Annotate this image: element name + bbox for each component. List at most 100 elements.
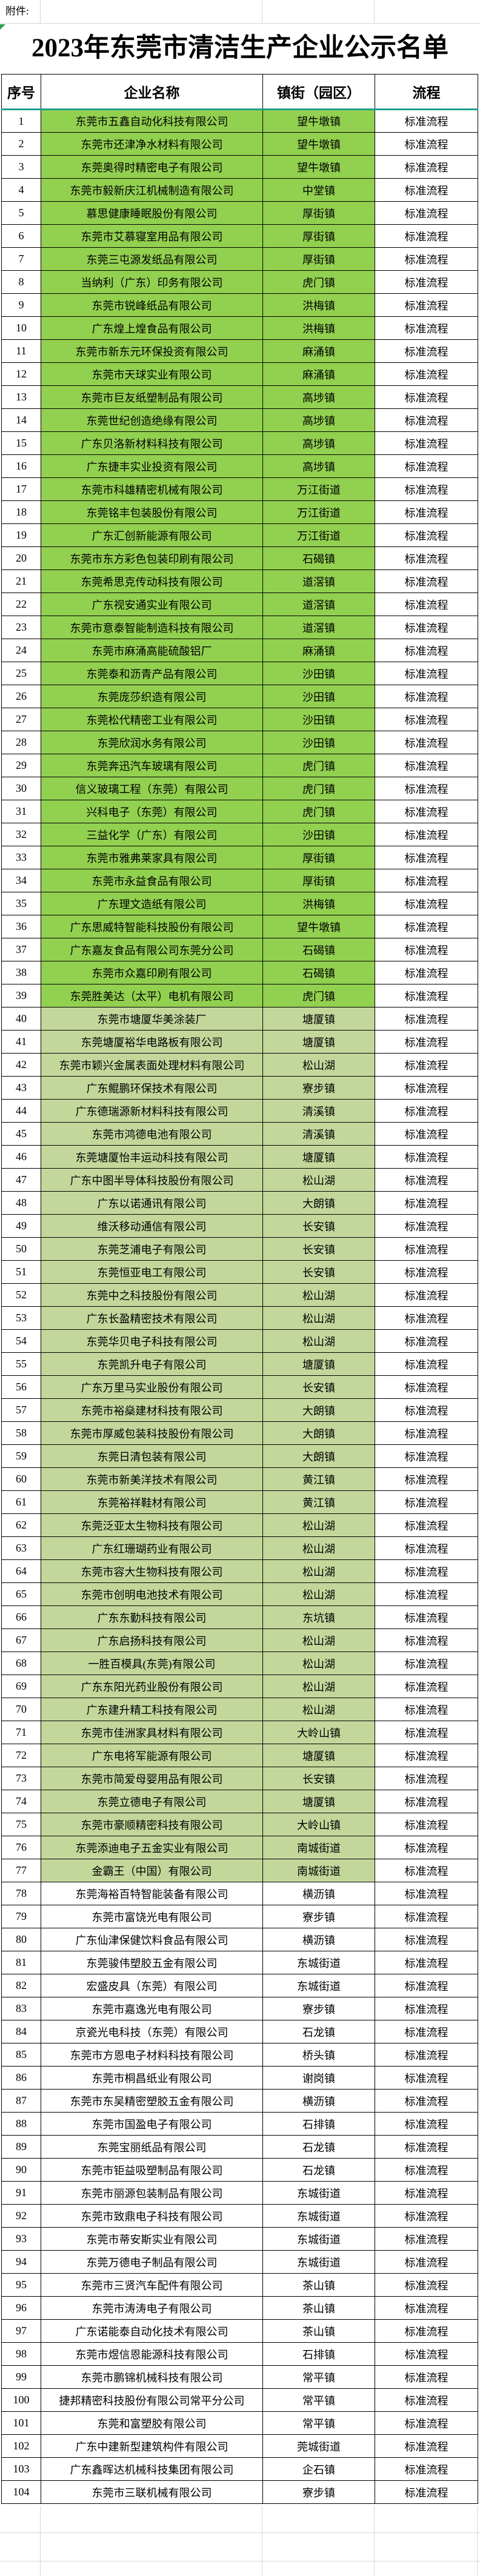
- cell-flow: 标准流程: [375, 1836, 478, 1859]
- table-row: 40 东莞市塘厦华美涂装厂 塘厦镇 标准流程: [1, 1007, 478, 1031]
- cell-town: 厚街镇: [262, 846, 375, 869]
- cell-index: 3: [1, 155, 41, 179]
- cell-town: 望牛墩镇: [262, 155, 375, 179]
- cell-index: 78: [1, 1882, 41, 1905]
- cell-flow: 标准流程: [375, 1905, 478, 1928]
- cell-flow: 标准流程: [375, 500, 478, 524]
- cell-name: 东莞市雅弗莱家具有限公司: [41, 846, 263, 869]
- table-row: 59 东莞日清包装有限公司 大朗镇 标准流程: [1, 1444, 478, 1468]
- cell-town: 石碣镇: [262, 938, 375, 961]
- cell-flow: 标准流程: [375, 961, 478, 984]
- table-row: 71 东莞市佳洲家具材料有限公司 大岭山镇 标准流程: [1, 1721, 478, 1744]
- table-row: 90 东莞市钜益吸塑制品有限公司 石龙镇 标准流程: [1, 2158, 478, 2182]
- cell-flow: 标准流程: [375, 385, 478, 409]
- cell-index: 96: [1, 2296, 41, 2320]
- table-row: 100 捷邦精密科技股份有限公司常平分公司 常平镇 标准流程: [1, 2388, 478, 2412]
- cell-town: 麻涌镇: [262, 362, 375, 386]
- cell-index: 88: [1, 2112, 41, 2136]
- table-row: 66 广东东勤科技有限公司 东坑镇 标准流程: [1, 1605, 478, 1629]
- cell-name: 广东鲲鹏环保技术有限公司: [41, 1076, 263, 1100]
- cell-flow: 标准流程: [375, 984, 478, 1007]
- cell-name: 东莞华贝电子科技有限公司: [41, 1329, 263, 1353]
- cell-name: 东莞市涛涛电子有限公司: [41, 2296, 263, 2320]
- cell-town: 高埗镇: [262, 431, 375, 455]
- cell-index: 26: [1, 685, 41, 708]
- table-row: 27 东莞松代精密工业有限公司 沙田镇 标准流程: [1, 708, 478, 731]
- cell-town: 道滘镇: [262, 569, 375, 593]
- cell-flow: 标准流程: [375, 523, 478, 547]
- cell-town: 南城街道: [262, 1859, 375, 1882]
- cell-flow: 标准流程: [375, 1882, 478, 1905]
- cell-flow: 标准流程: [375, 316, 478, 340]
- table-row: 52 东莞中之科技股份有限公司 松山湖 标准流程: [1, 1283, 478, 1307]
- cell-name: 东莞立德电子有限公司: [41, 1790, 263, 1813]
- cell-flow: 标准流程: [375, 2112, 478, 2136]
- cell-index: 58: [1, 1421, 41, 1445]
- table-row: 13 东莞市巨友纸塑制品有限公司 高埗镇 标准流程: [1, 385, 478, 409]
- cell-town: 清溪镇: [262, 1122, 375, 1146]
- table-row: 23 东莞市意泰智能制造科技有限公司 道滘镇 标准流程: [1, 616, 478, 639]
- cell-town: 大朗镇: [262, 1398, 375, 1422]
- cell-town: 横沥镇: [262, 1882, 375, 1905]
- cell-index: 33: [1, 846, 41, 869]
- cell-index: 27: [1, 708, 41, 731]
- cell-index: 15: [1, 431, 41, 455]
- cell-flow: 标准流程: [375, 685, 478, 708]
- cell-town: 寮步镇: [262, 2480, 375, 2504]
- cell-name: 东莞三屯源发纸品有限公司: [41, 247, 263, 271]
- table-row: 26 东莞庞莎织造有限公司 沙田镇 标准流程: [1, 685, 478, 708]
- cell-index: 22: [1, 593, 41, 616]
- cell-name: 东莞海裕百特智能装备有限公司: [41, 1882, 263, 1905]
- cell-town: 长安镇: [262, 1767, 375, 1790]
- cell-town: 大朗镇: [262, 1191, 375, 1215]
- cell-index: 60: [1, 1467, 41, 1491]
- cell-name: 东莞市天球实业有限公司: [41, 362, 263, 386]
- table-row: 43 广东鲲鹏环保技术有限公司 寮步镇 标准流程: [1, 1076, 478, 1100]
- cell-town: 石排镇: [262, 2112, 375, 2136]
- cell-index: 43: [1, 1076, 41, 1100]
- cell-index: 86: [1, 2066, 41, 2090]
- cell-index: 85: [1, 2043, 41, 2066]
- cell-index: 69: [1, 1675, 41, 1698]
- cell-name: 东莞市厚威包装科技股份有限公司: [41, 1421, 263, 1445]
- cell-town: 茶山镇: [262, 2319, 375, 2343]
- cell-name: 东莞市新东元环保投资有限公司: [41, 339, 263, 363]
- cell-name: 东莞希思克传动科技有限公司: [41, 569, 263, 593]
- cell-index: 18: [1, 500, 41, 524]
- cell-name: 东莞市容大生物科技有限公司: [41, 1559, 263, 1583]
- cell-town: 望牛墩镇: [262, 915, 375, 938]
- table-row: 38 东莞市众嘉印刷有限公司 石碣镇 标准流程: [1, 961, 478, 984]
- cell-name: 三益化学（广东）有限公司: [41, 823, 263, 846]
- table-row: 85 东莞市方恩电子材料科技有限公司 桥头镇 标准流程: [1, 2043, 478, 2066]
- cell-flow: 标准流程: [375, 1767, 478, 1790]
- cell-index: 46: [1, 1145, 41, 1169]
- cell-index: 13: [1, 385, 41, 409]
- cell-town: 沙田镇: [262, 662, 375, 685]
- cell-index: 92: [1, 2204, 41, 2228]
- cell-flow: 标准流程: [375, 593, 478, 616]
- cell-flow: 标准流程: [375, 1605, 478, 1629]
- cell-name: 东莞凯升电子有限公司: [41, 1352, 263, 1376]
- cell-town: 石碣镇: [262, 546, 375, 570]
- cell-name: 京瓷光电科技（东莞）有限公司: [41, 2020, 263, 2043]
- cell-flow: 标准流程: [375, 938, 478, 961]
- cell-town: 虎门镇: [262, 984, 375, 1007]
- table-row: 50 东莞芝浦电子有限公司 长安镇 标准流程: [1, 1237, 478, 1261]
- cell-town: 东城街道: [262, 1951, 375, 1974]
- cell-name: 慕思健康睡眠股份有限公司: [41, 201, 263, 225]
- cell-name: 东莞市佳洲家具材料有限公司: [41, 1721, 263, 1744]
- table-row: 80 广东仙津保健饮料食品有限公司 横沥镇 标准流程: [1, 1928, 478, 1951]
- cell-index: 79: [1, 1905, 41, 1928]
- table-row: 99 东莞市鹏锦机械科技有限公司 常平镇 标准流程: [1, 2365, 478, 2389]
- cell-town: 松山湖: [262, 1053, 375, 1077]
- cell-index: 7: [1, 247, 41, 271]
- cell-name: 东莞市意泰智能制造科技有限公司: [41, 616, 263, 639]
- cell-town: 沙田镇: [262, 685, 375, 708]
- table-row: 75 东莞市豪顺精密科技有限公司 大岭山镇 标准流程: [1, 1813, 478, 1836]
- cell-name: 东莞市颖兴金属表面处理材料有限公司: [41, 1053, 263, 1077]
- cell-name: 东莞芝浦电子有限公司: [41, 1237, 263, 1261]
- cell-flow: 标准流程: [375, 408, 478, 432]
- table-row: 58 东莞市厚威包装科技股份有限公司 大朗镇 标准流程: [1, 1421, 478, 1445]
- cell-name: 东莞市三联机械有限公司: [41, 2480, 263, 2504]
